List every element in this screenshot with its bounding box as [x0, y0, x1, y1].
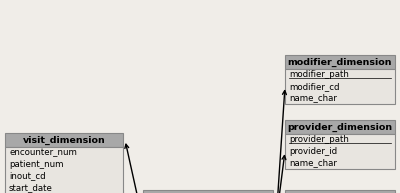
- Text: modifier_path: modifier_path: [289, 70, 349, 79]
- Bar: [285, 190, 395, 193]
- Text: visit_dimension: visit_dimension: [23, 135, 105, 145]
- Text: provider_dimension: provider_dimension: [288, 122, 392, 132]
- Text: encounter_num: encounter_num: [9, 148, 77, 157]
- Text: observation_fact: observation_fact: [163, 192, 253, 193]
- Text: name_char: name_char: [289, 158, 337, 167]
- Text: patient_dimension: patient_dimension: [15, 192, 113, 193]
- Bar: [143, 190, 273, 193]
- Bar: [5, 147, 123, 193]
- Bar: [285, 134, 395, 168]
- Text: modifier_dimension: modifier_dimension: [288, 58, 392, 67]
- Text: provider_id: provider_id: [289, 147, 337, 156]
- Text: ✚: ✚: [227, 192, 233, 193]
- Bar: [5, 133, 123, 147]
- Text: provider_path: provider_path: [289, 135, 349, 144]
- Bar: [285, 120, 395, 134]
- Text: modifier_cd: modifier_cd: [289, 82, 340, 91]
- Text: inout_cd: inout_cd: [9, 171, 46, 180]
- Text: name_char: name_char: [289, 93, 337, 102]
- Bar: [285, 69, 395, 103]
- Text: concept_dimension: concept_dimension: [289, 192, 391, 193]
- Text: start_date: start_date: [9, 183, 53, 192]
- Bar: [5, 190, 123, 193]
- Bar: [285, 55, 395, 69]
- Text: patient_num: patient_num: [9, 160, 64, 169]
